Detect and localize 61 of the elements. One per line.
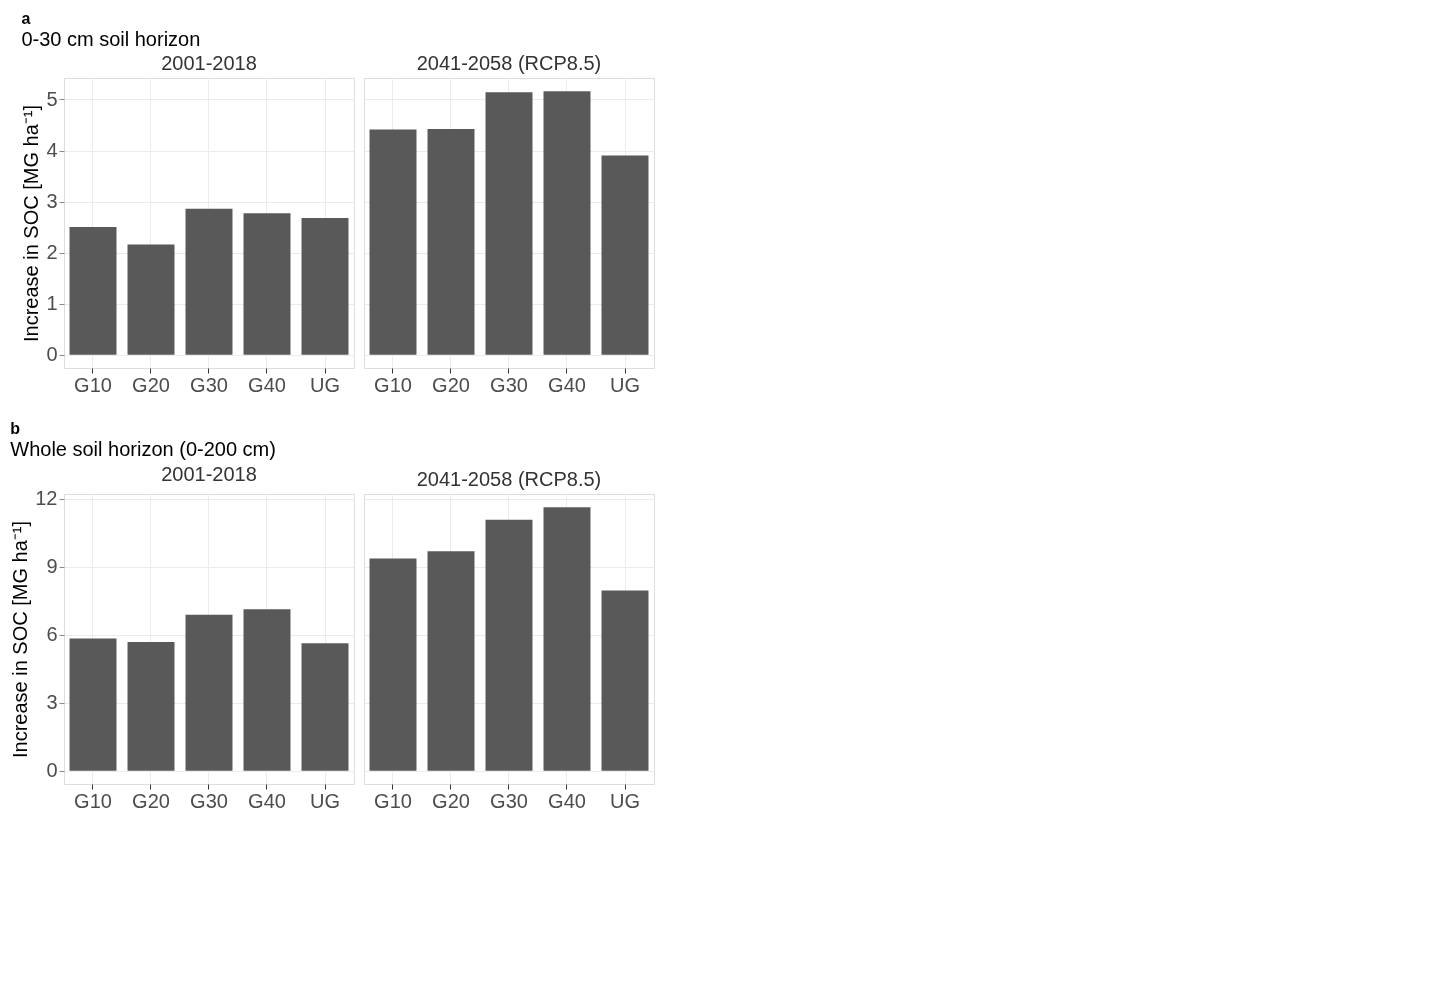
- x-tick-label: UG: [610, 373, 640, 396]
- bar: [369, 129, 417, 355]
- bar: [485, 92, 533, 355]
- x-tick-label: G20: [432, 373, 470, 396]
- chart-title: 2001-2018: [161, 462, 257, 485]
- x-tick-label: G20: [132, 789, 170, 812]
- y-axis-title: Increase in SOC [MG ha⁻¹]: [20, 104, 43, 343]
- bar: [543, 91, 591, 355]
- x-tick-label: G20: [132, 373, 170, 396]
- text: b: [10, 420, 21, 438]
- y-tick-label: 4: [46, 139, 58, 161]
- x-tick-label: G10: [74, 789, 112, 812]
- y-tick-label: 2: [46, 241, 58, 264]
- bar: [243, 213, 291, 355]
- y-tick-label: 3: [46, 190, 58, 213]
- bar: [427, 129, 475, 355]
- bar: [601, 155, 649, 355]
- y-tick-label: 6: [46, 623, 58, 646]
- bar: [543, 507, 591, 771]
- bar: [301, 217, 349, 355]
- y-tick-label: 12: [35, 487, 58, 510]
- x-tick-label: G10: [74, 373, 112, 396]
- bar: [185, 208, 233, 355]
- x-tick-label: G40: [548, 789, 586, 812]
- x-tick-label: UG: [310, 789, 340, 812]
- x-tick-label: G10: [374, 789, 412, 812]
- bar: [127, 642, 175, 771]
- x-tick-label: G30: [190, 789, 228, 812]
- x-tick-label: G30: [490, 789, 528, 812]
- bar: [185, 614, 233, 771]
- y-tick-label: 9: [46, 555, 58, 578]
- x-tick-label: G20: [432, 789, 470, 812]
- bar: [369, 558, 417, 771]
- x-tick-label: UG: [310, 373, 340, 396]
- text: 0-30 cm soil horizon: [21, 27, 201, 50]
- chart-title: 2041-2058 (RCP8.5): [416, 52, 602, 74]
- y-tick-label: 0: [46, 343, 58, 366]
- bar: [301, 643, 349, 771]
- bar: [485, 519, 533, 771]
- x-tick-label: G40: [548, 373, 586, 396]
- x-tick-label: G40: [248, 789, 286, 812]
- bar: [69, 227, 117, 355]
- y-tick-label: 1: [46, 292, 58, 315]
- bar: [127, 244, 175, 355]
- y-axis-title: Increase in SOC [MG ha⁻¹]: [9, 520, 32, 759]
- x-tick-label: G30: [490, 373, 528, 396]
- y-tick-label: 3: [46, 691, 58, 714]
- y-tick-label: 0: [46, 759, 58, 782]
- bar: [601, 590, 649, 771]
- x-tick-label: UG: [610, 789, 640, 812]
- x-tick-label: G10: [374, 373, 412, 396]
- text: a: [21, 9, 31, 27]
- y-tick-label: 5: [46, 87, 58, 110]
- chart-title: 2001-2018: [161, 52, 257, 74]
- bar: [427, 551, 475, 771]
- x-tick-label: G30: [190, 373, 228, 396]
- bar: [243, 609, 291, 771]
- bar: [69, 638, 117, 771]
- text: Whole soil horizon (0-200 cm): [10, 438, 276, 461]
- chart-title: 2041-2058 (RCP8.5): [416, 468, 602, 490]
- x-tick-label: G40: [248, 373, 286, 396]
